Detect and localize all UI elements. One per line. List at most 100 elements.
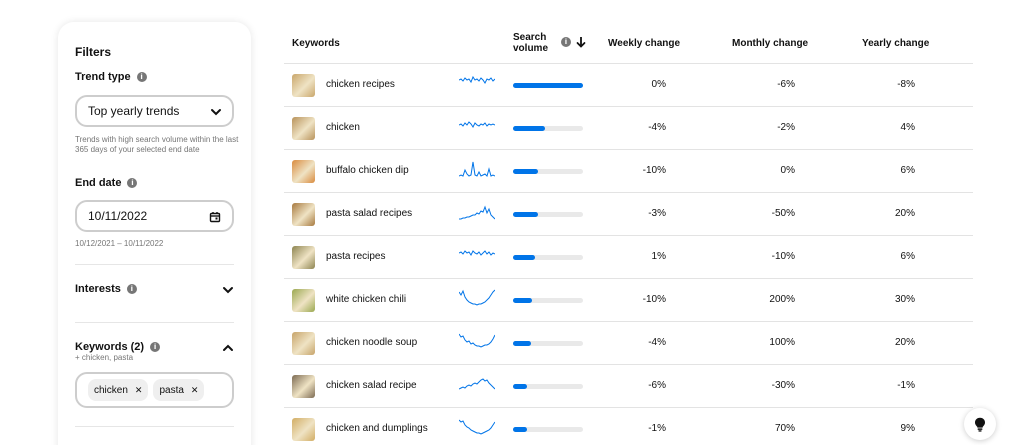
trend-type-select[interactable]: Top yearly trends: [75, 95, 234, 127]
filters-title: Filters: [75, 45, 112, 59]
yearly-change-value: 9%: [900, 423, 915, 434]
header-monthly-change[interactable]: Monthly change: [732, 38, 809, 49]
keyword-tag: chicken ✕: [88, 379, 149, 401]
end-date-input[interactable]: 10/11/2022: [75, 200, 234, 232]
search-volume-bar: [513, 83, 583, 88]
filters-panel: Filters Trend type i Top yearly trends T…: [58, 22, 251, 445]
keyword-text[interactable]: chicken noodle soup: [326, 337, 418, 348]
divider: [75, 322, 234, 323]
yearly-change-value: -1%: [897, 380, 915, 391]
trend-line: [459, 378, 495, 390]
calendar-icon[interactable]: [209, 211, 221, 223]
interests-toggle[interactable]: Interests i: [75, 283, 137, 295]
chevron-down-icon[interactable]: [222, 284, 234, 296]
chevron-down-icon: [211, 109, 221, 116]
trend-sparkline: [459, 333, 495, 348]
end-date-label: End date i: [75, 177, 138, 189]
trend-sparkline: [459, 250, 495, 256]
keyword-text[interactable]: pasta salad recipes: [326, 208, 413, 219]
search-volume-fill: [513, 298, 532, 303]
keyword-text[interactable]: white chicken chili: [326, 294, 407, 305]
info-icon[interactable]: i: [150, 342, 161, 352]
search-volume-fill: [513, 126, 546, 131]
info-icon[interactable]: i: [126, 284, 137, 294]
close-icon[interactable]: ✕: [134, 384, 143, 395]
trend-sparkline: [459, 75, 495, 84]
trend-line: [459, 121, 495, 128]
header-weekly-change[interactable]: Weekly change: [608, 38, 681, 49]
table-row[interactable]: chicken noodle soup -4% 100% 20%: [284, 322, 973, 365]
keywords-tag-input[interactable]: chicken ✕ pasta ✕: [75, 372, 234, 408]
yearly-change-value: 6%: [900, 165, 915, 176]
info-icon[interactable]: i: [136, 72, 147, 82]
weekly-change-value: -1%: [648, 423, 666, 434]
keyword-thumbnail: [292, 246, 315, 269]
keyword-text[interactable]: chicken: [326, 122, 360, 133]
table-row[interactable]: chicken recipes 0% -6% -8%: [284, 64, 973, 107]
search-volume-bar: [513, 341, 583, 346]
trend-type-selected: Top yearly trends: [88, 104, 180, 118]
trend-sparkline: [459, 378, 495, 390]
keyword-tag: pasta ✕: [153, 379, 205, 401]
header-search-volume[interactable]: Search volume: [513, 32, 548, 54]
table-row[interactable]: white chicken chili -10% 200% 30%: [284, 279, 973, 322]
weekly-change-value: 1%: [651, 251, 666, 262]
divider: [75, 426, 234, 427]
keyword-text[interactable]: chicken and dumplings: [326, 423, 428, 434]
search-volume-bar: [513, 255, 583, 260]
table-row[interactable]: pasta recipes 1% -10% 6%: [284, 236, 973, 279]
keyword-thumbnail: [292, 160, 315, 183]
header-search-volume-line1: Search: [513, 32, 547, 43]
trend-line: [459, 205, 495, 220]
keyword-thumbnail: [292, 74, 315, 97]
weekly-change-value: -10%: [642, 165, 666, 176]
yearly-change-value: 20%: [894, 337, 915, 348]
monthly-change-value: -10%: [771, 251, 795, 262]
monthly-change-value: 100%: [769, 337, 795, 348]
yearly-change-value: 6%: [900, 251, 915, 262]
monthly-change-value: 70%: [774, 423, 795, 434]
keyword-thumbnail: [292, 375, 315, 398]
table-body: chicken recipes 0% -6% -8% chicken -4% -2% 4% bu…: [284, 64, 973, 445]
monthly-change-value: 200%: [769, 294, 795, 305]
trend-sparkline: [459, 161, 495, 177]
trend-line: [459, 419, 495, 435]
info-icon[interactable]: i: [561, 37, 571, 47]
table-row[interactable]: chicken -4% -2% 4%: [284, 107, 973, 150]
keywords-toggle[interactable]: Keywords (2) i: [75, 341, 161, 353]
table-header: Keywords Search volume i Weekly change M…: [284, 24, 973, 64]
keyword-thumbnail: [292, 332, 315, 355]
tips-button[interactable]: [964, 408, 996, 440]
search-volume-fill: [513, 169, 539, 174]
search-volume-bar: [513, 169, 583, 174]
keywords-label: Keywords (2): [75, 341, 145, 353]
table-row[interactable]: buffalo chicken dip -10% 0% 6%: [284, 150, 973, 193]
end-date-range: 10/12/2021 – 10/11/2022: [75, 239, 164, 248]
monthly-change-value: -30%: [771, 380, 795, 391]
weekly-change-value: -3%: [648, 208, 666, 219]
monthly-change-value: -6%: [777, 79, 795, 90]
trend-line: [459, 250, 495, 256]
keyword-text[interactable]: chicken salad recipe: [326, 380, 417, 391]
keyword-text[interactable]: pasta recipes: [326, 251, 386, 262]
monthly-change-value: 0%: [780, 165, 795, 176]
search-volume-bar: [513, 427, 583, 432]
sort-arrow-down-icon[interactable]: [576, 36, 586, 48]
header-yearly-change[interactable]: Yearly change: [862, 38, 930, 49]
table-row[interactable]: pasta salad recipes -3% -50% 20%: [284, 193, 973, 236]
close-icon[interactable]: ✕: [190, 384, 199, 395]
lightbulb-icon: [975, 417, 985, 432]
trend-sparkline: [459, 205, 495, 220]
keyword-text[interactable]: chicken recipes: [326, 79, 395, 90]
table-row[interactable]: chicken salad recipe -6% -30% -1%: [284, 365, 973, 408]
keyword-text[interactable]: buffalo chicken dip: [326, 165, 409, 176]
trend-sparkline: [459, 121, 495, 128]
weekly-change-value: -4%: [648, 122, 666, 133]
yearly-change-value: 30%: [894, 294, 915, 305]
info-icon[interactable]: i: [127, 178, 138, 188]
weekly-change-value: 0%: [651, 79, 666, 90]
table-row[interactable]: chicken and dumplings -1% 70% 9%: [284, 408, 973, 445]
chevron-up-icon[interactable]: [222, 342, 234, 354]
yearly-change-value: 20%: [894, 208, 915, 219]
keyword-thumbnail: [292, 289, 315, 312]
